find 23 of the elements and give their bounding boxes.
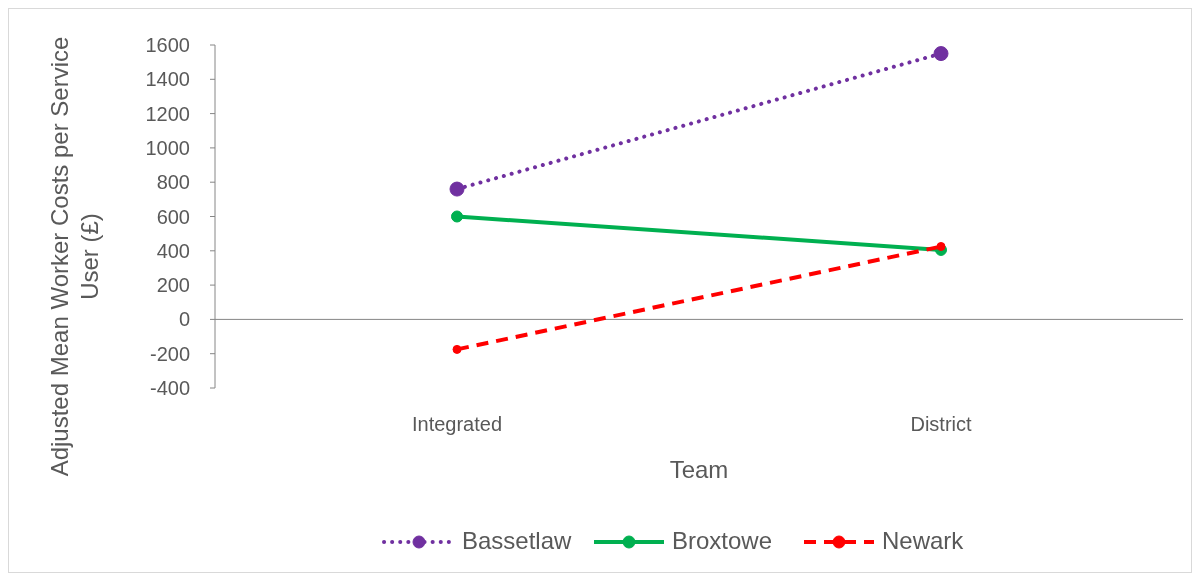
y-tick-label: 1400: [145, 68, 190, 91]
legend-label: Newark: [882, 527, 965, 554]
y-tick-label: -200: [149, 342, 190, 365]
point: [936, 242, 946, 252]
y-tick-label: 400: [156, 239, 190, 262]
y-tick-label: 1000: [145, 136, 190, 159]
point: [451, 210, 463, 223]
y-tick-label: 800: [156, 171, 190, 194]
x-axis-title: Team: [669, 456, 729, 483]
x-tick-label: District: [910, 413, 972, 435]
y-tick-label: 600: [156, 205, 190, 228]
y-tick-label: 1200: [145, 102, 190, 125]
x-tick-label: Integrated: [411, 413, 503, 435]
y-axis-title: Adjusted Mean Worker Costs per Service User (£): [46, 36, 103, 477]
y-tick-label: 200: [156, 274, 190, 297]
y-tick-label: -400: [149, 377, 190, 399]
point: [449, 181, 465, 197]
legend-label: Broxtowe: [672, 527, 773, 554]
legend-label: Bassetlaw: [462, 527, 573, 554]
y-tick-label: 0: [178, 308, 190, 331]
point: [933, 46, 949, 62]
point: [452, 344, 462, 354]
y-tick-label: 1600: [145, 34, 190, 56]
